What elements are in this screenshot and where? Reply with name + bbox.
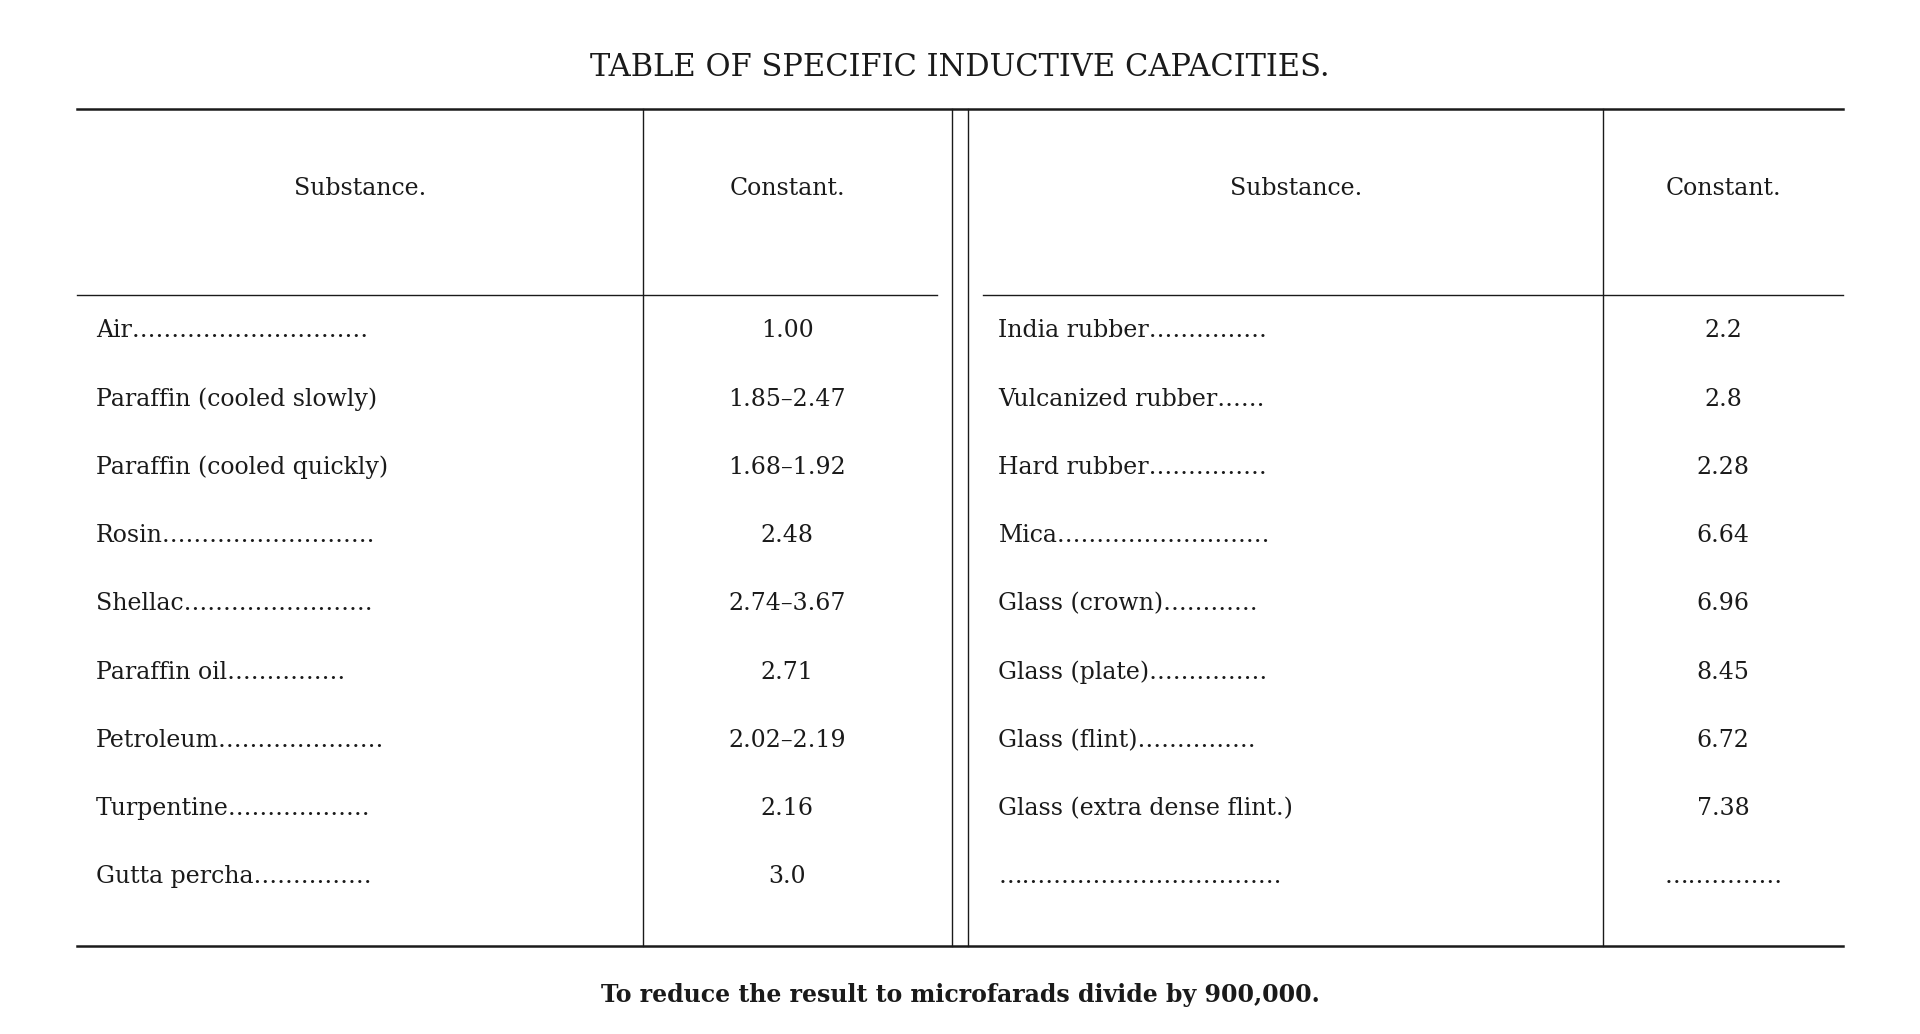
Text: Constant.: Constant.: [1665, 177, 1782, 201]
Text: 1.00: 1.00: [760, 320, 814, 342]
Text: Vulcanized rubber……: Vulcanized rubber……: [998, 388, 1265, 410]
Text: Mica………………………: Mica………………………: [998, 524, 1269, 547]
Text: 6.96: 6.96: [1697, 592, 1749, 615]
Text: ………………………………: ………………………………: [998, 865, 1283, 888]
Text: 2.71: 2.71: [760, 661, 814, 683]
Text: Constant.: Constant.: [730, 177, 845, 201]
Text: 6.64: 6.64: [1697, 524, 1749, 547]
Text: 8.45: 8.45: [1697, 661, 1749, 683]
Text: Hard rubber……………: Hard rubber……………: [998, 456, 1267, 479]
Text: Glass (plate)……………: Glass (plate)……………: [998, 661, 1267, 683]
Text: Shellac……………………: Shellac……………………: [96, 592, 372, 615]
Text: 1.68–1.92: 1.68–1.92: [728, 456, 847, 479]
Text: 7.38: 7.38: [1697, 797, 1749, 820]
Text: Turpentine………………: Turpentine………………: [96, 797, 371, 820]
Text: Petroleum…………………: Petroleum…………………: [96, 729, 384, 752]
Text: 2.28: 2.28: [1697, 456, 1749, 479]
Text: ……………: ……………: [1665, 865, 1782, 888]
Text: 2.2: 2.2: [1705, 320, 1741, 342]
Text: 3.0: 3.0: [768, 865, 806, 888]
Text: Paraffin oil……………: Paraffin oil……………: [96, 661, 346, 683]
Text: TABLE OF SPECIFIC INDUCTIVE CAPACITIES.: TABLE OF SPECIFIC INDUCTIVE CAPACITIES.: [589, 52, 1331, 83]
Text: Air…………………………: Air…………………………: [96, 320, 369, 342]
Text: Paraffin (cooled slowly): Paraffin (cooled slowly): [96, 388, 376, 410]
Text: 2.16: 2.16: [760, 797, 814, 820]
Text: Substance.: Substance.: [1231, 177, 1361, 201]
Text: 6.72: 6.72: [1697, 729, 1749, 752]
Text: 2.02–2.19: 2.02–2.19: [728, 729, 847, 752]
Text: Gutta percha……………: Gutta percha……………: [96, 865, 372, 888]
Text: Paraffin (cooled quickly): Paraffin (cooled quickly): [96, 456, 388, 479]
Text: 2.74–3.67: 2.74–3.67: [728, 592, 847, 615]
Text: Glass (crown)…………: Glass (crown)…………: [998, 592, 1258, 615]
Text: Substance.: Substance.: [294, 177, 426, 201]
Text: 1.85–2.47: 1.85–2.47: [728, 388, 847, 410]
Text: To reduce the result to microfarads divide by 900,000.: To reduce the result to microfarads divi…: [601, 982, 1319, 1007]
Text: 2.48: 2.48: [760, 524, 814, 547]
Text: India rubber……………: India rubber……………: [998, 320, 1267, 342]
Text: Glass (flint)……………: Glass (flint)……………: [998, 729, 1256, 752]
Text: 2.8: 2.8: [1705, 388, 1741, 410]
Text: Rosin………………………: Rosin………………………: [96, 524, 376, 547]
Text: Glass (extra dense flint.): Glass (extra dense flint.): [998, 797, 1294, 820]
